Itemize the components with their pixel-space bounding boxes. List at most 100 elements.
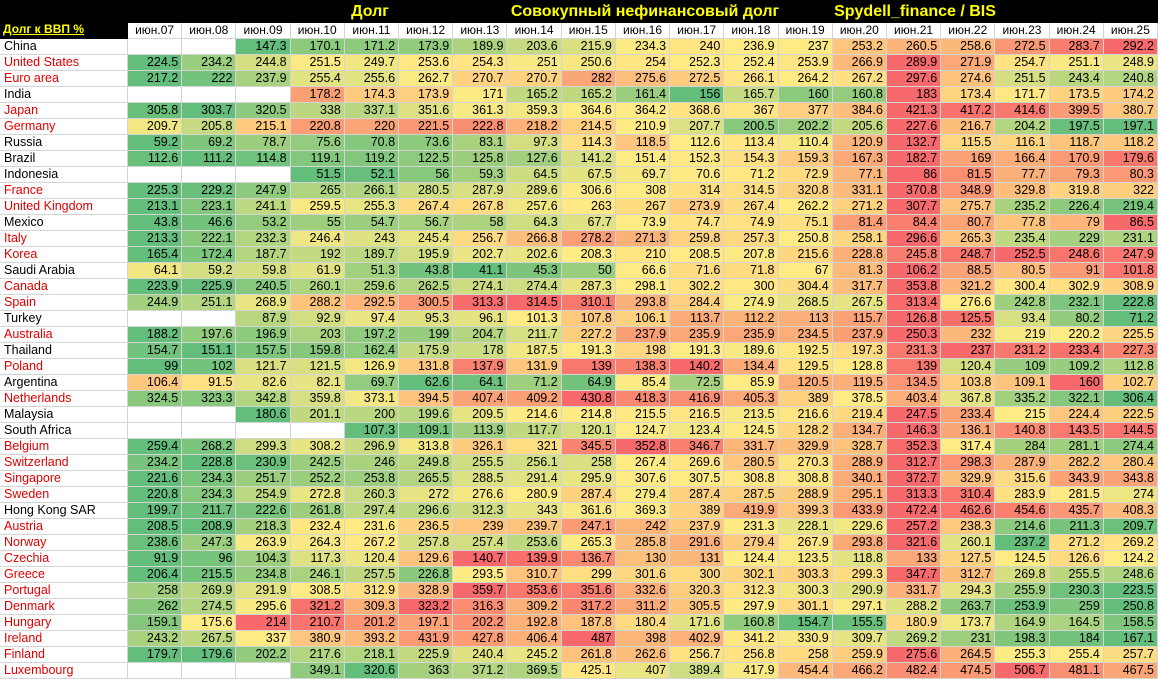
value-cell: 69.2 bbox=[182, 135, 237, 151]
value-cell: 353.6 bbox=[507, 583, 562, 599]
value-cell: 234.3 bbox=[182, 471, 237, 487]
value-cell: 399.3 bbox=[778, 503, 833, 519]
row-label: Greece bbox=[0, 567, 128, 583]
value-cell: 288.2 bbox=[886, 599, 942, 615]
value-cell: 256.7 bbox=[670, 647, 725, 663]
row-label: Luxembourg bbox=[0, 663, 128, 679]
empty-cell bbox=[128, 663, 183, 679]
value-cell: 160.8 bbox=[832, 87, 887, 103]
value-cell: 267.5 bbox=[832, 295, 887, 311]
value-cell: 127.5 bbox=[941, 551, 996, 567]
value-cell: 174.3 bbox=[344, 87, 400, 103]
value-cell: 109 bbox=[995, 359, 1050, 375]
value-cell: 234.2 bbox=[128, 455, 183, 471]
value-cell: 67 bbox=[778, 263, 833, 279]
value-cell: 298.3 bbox=[941, 455, 996, 471]
value-cell: 274.6 bbox=[941, 71, 996, 87]
value-cell: 237 bbox=[941, 343, 996, 359]
row-label: Czechia bbox=[0, 551, 128, 567]
value-cell: 369.3 bbox=[615, 503, 671, 519]
value-cell: 419.9 bbox=[724, 503, 779, 519]
value-cell: 297.9 bbox=[724, 599, 779, 615]
value-cell: 320.6 bbox=[344, 663, 400, 679]
value-cell: 224.5 bbox=[128, 55, 183, 71]
value-cell: 52.1 bbox=[344, 167, 400, 183]
column-header: июн.23 bbox=[995, 23, 1050, 39]
value-cell: 253.9 bbox=[778, 55, 833, 71]
value-cell: 217.2 bbox=[128, 71, 183, 87]
value-cell: 173.4 bbox=[941, 87, 996, 103]
value-cell: 368.6 bbox=[670, 103, 725, 119]
value-cell: 279.4 bbox=[615, 487, 671, 503]
empty-cell bbox=[128, 167, 183, 183]
value-cell: 180.6 bbox=[236, 407, 291, 423]
value-cell: 59.2 bbox=[128, 135, 183, 151]
value-cell: 331.7 bbox=[886, 583, 942, 599]
value-cell: 263 bbox=[561, 199, 616, 215]
value-cell: 160.8 bbox=[724, 615, 779, 631]
value-cell: 268.2 bbox=[182, 439, 237, 455]
value-cell: 246.1 bbox=[290, 567, 345, 583]
value-cell: 221.5 bbox=[399, 119, 454, 135]
value-cell: 64.1 bbox=[453, 375, 508, 391]
value-cell: 319.8 bbox=[1049, 183, 1104, 199]
column-header: июн.21 bbox=[886, 23, 942, 39]
value-cell: 104.3 bbox=[236, 551, 291, 567]
value-cell: 421.3 bbox=[886, 103, 942, 119]
value-cell: 237.2 bbox=[995, 535, 1050, 551]
value-cell: 114.8 bbox=[236, 151, 291, 167]
row-label: Ireland bbox=[0, 631, 128, 647]
value-cell: 118.8 bbox=[832, 551, 887, 567]
value-cell: 320.3 bbox=[670, 583, 725, 599]
value-cell: 81.3 bbox=[832, 263, 887, 279]
value-cell: 297.1 bbox=[832, 599, 887, 615]
column-header: июн.14 bbox=[507, 23, 562, 39]
value-cell: 337.1 bbox=[344, 103, 400, 119]
value-cell: 45.3 bbox=[507, 263, 562, 279]
row-label: Denmark bbox=[0, 599, 128, 615]
value-cell: 211.7 bbox=[182, 503, 237, 519]
value-cell: 170.9 bbox=[1049, 151, 1104, 167]
value-cell: 246 bbox=[344, 455, 400, 471]
value-cell: 154.3 bbox=[724, 151, 779, 167]
value-cell: 167.1 bbox=[1103, 631, 1158, 647]
value-cell: 349.1 bbox=[290, 663, 345, 679]
value-cell: 280.5 bbox=[724, 455, 779, 471]
value-cell: 119.2 bbox=[344, 151, 400, 167]
value-cell: 256.7 bbox=[453, 231, 508, 247]
value-cell: 335.2 bbox=[995, 391, 1050, 407]
value-cell: 269.2 bbox=[886, 631, 942, 647]
value-cell: 254.3 bbox=[453, 55, 508, 71]
empty-cell bbox=[182, 407, 237, 423]
value-cell: 198 bbox=[615, 343, 671, 359]
value-cell: 262 bbox=[128, 599, 183, 615]
corner-label: Долг к ВВП % bbox=[3, 22, 84, 36]
value-cell: 234.3 bbox=[615, 39, 671, 55]
value-cell: 258 bbox=[128, 583, 183, 599]
value-cell: 213.5 bbox=[724, 407, 779, 423]
value-cell: 280.9 bbox=[507, 487, 562, 503]
row-label: Argentina bbox=[0, 375, 128, 391]
value-cell: 214.6 bbox=[995, 519, 1050, 535]
value-cell: 124.2 bbox=[1103, 551, 1158, 567]
value-cell: 243 bbox=[344, 231, 400, 247]
value-cell: 282.2 bbox=[1049, 455, 1104, 471]
value-cell: 262.6 bbox=[615, 647, 671, 663]
value-cell: 269.8 bbox=[995, 567, 1050, 583]
value-cell: 213.3 bbox=[128, 231, 183, 247]
value-cell: 74.9 bbox=[724, 215, 779, 231]
value-cell: 137.9 bbox=[453, 359, 508, 375]
value-cell: 179.6 bbox=[1103, 151, 1158, 167]
value-cell: 258.6 bbox=[941, 39, 996, 55]
value-cell: 173.5 bbox=[1049, 87, 1104, 103]
value-cell: 130 bbox=[615, 551, 671, 567]
value-cell: 81.4 bbox=[832, 215, 887, 231]
value-cell: 291.6 bbox=[670, 535, 725, 551]
value-cell: 267.5 bbox=[182, 631, 237, 647]
value-cell: 160 bbox=[1049, 375, 1104, 391]
value-cell: 160 bbox=[778, 87, 833, 103]
value-cell: 234.8 bbox=[236, 567, 291, 583]
value-cell: 221.6 bbox=[128, 471, 183, 487]
value-cell: 85.9 bbox=[724, 375, 779, 391]
value-cell: 215.5 bbox=[182, 567, 237, 583]
